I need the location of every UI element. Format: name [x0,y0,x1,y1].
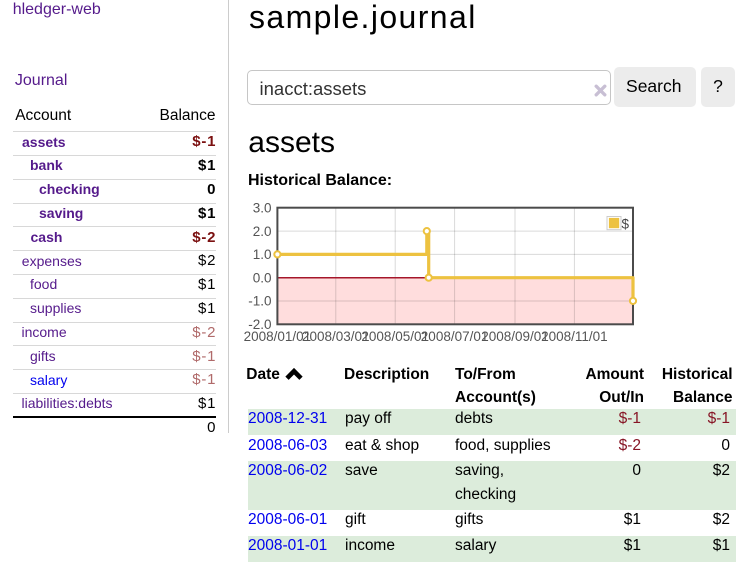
svg-text:1.0: 1.0 [253,247,272,262]
svg-text:-2.0: -2.0 [248,317,271,332]
svg-text:3.0: 3.0 [253,200,272,215]
svg-text:2008/11/01: 2008/11/01 [541,329,608,344]
svg-text:2008/05/01: 2008/05/01 [361,329,429,344]
svg-text:2008/03/01: 2008/03/01 [302,329,370,344]
svg-text:-1.0: -1.0 [248,294,271,309]
svg-text:2008/01/01: 2008/01/01 [244,329,312,344]
svg-text:0.0: 0.0 [253,270,272,285]
svg-text:2.0: 2.0 [253,224,272,239]
svg-text:2008/07/01: 2008/07/01 [421,329,489,344]
svg-text:$: $ [622,217,630,232]
svg-text:2008/09/01: 2008/09/01 [481,329,549,344]
